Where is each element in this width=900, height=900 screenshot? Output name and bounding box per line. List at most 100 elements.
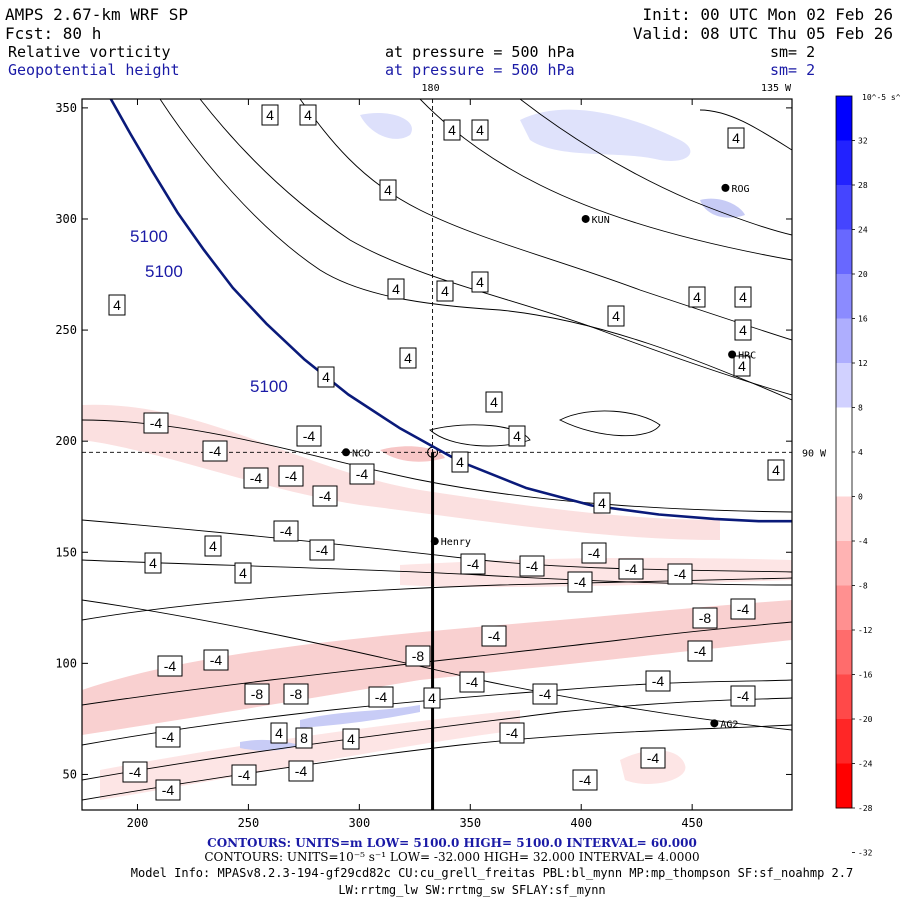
label-text: -4 [539, 686, 552, 702]
pos-vort-patch [520, 109, 691, 161]
label-box [423, 687, 441, 709]
label-text: -4 [694, 643, 707, 659]
label-box [202, 440, 228, 462]
vorticity-value-label: 4 [593, 492, 611, 514]
colorbar-swatch [836, 363, 852, 408]
label-box [499, 722, 525, 744]
label-text: 4 [209, 538, 217, 554]
model-info: Model Info: MPASv8.2.3-194-gf29cd82c CU:… [131, 866, 853, 880]
label-box [144, 552, 162, 574]
x-tick-label: 400 [570, 816, 592, 830]
label-text: -4 [209, 443, 222, 459]
station-marker [430, 537, 439, 546]
vorticity-value-label: -4 [122, 761, 148, 783]
field1-smooth: sm= 2 [770, 43, 815, 61]
label-text: -4 [737, 688, 750, 704]
vorticity-value-label: 4 [423, 687, 441, 709]
vort-contour-line [199, 99, 792, 396]
label-box [203, 649, 229, 671]
colorbar-label: -12 [858, 626, 873, 635]
vorticity-value-label: 4 [727, 127, 745, 149]
x-tick-label: 200 [127, 816, 149, 830]
label-box [270, 722, 288, 744]
label-box [692, 607, 718, 629]
label-box [640, 747, 666, 769]
label-box [734, 286, 752, 308]
label-box [532, 683, 558, 705]
label-box [278, 465, 304, 487]
label-text: -4 [162, 729, 175, 745]
station-kun: KUN [581, 214, 610, 226]
vorticity-value-label: -4 [278, 465, 304, 487]
label-text: -4 [162, 782, 175, 798]
vorticity-value-label: 4 [342, 728, 360, 750]
vorticity-value-label: 4 [485, 391, 503, 413]
height-contour: 5100 5100 5100 [109, 99, 792, 523]
colorbar-swatch [836, 496, 852, 542]
label-text: -8 [699, 610, 712, 626]
label-text: 4 [275, 725, 283, 741]
label-text: -4 [467, 556, 480, 572]
label-text: -8 [412, 648, 425, 664]
vorticity-value-label: 4 [734, 319, 752, 341]
label-box [122, 761, 148, 783]
label-text: 8 [300, 730, 308, 746]
label-text: 4 [113, 297, 121, 313]
label-box [349, 463, 375, 485]
colorbar-swatch [836, 140, 852, 186]
neg-vort-band [380, 446, 445, 462]
y-tick-label: 200 [55, 434, 77, 448]
label-text: -4 [488, 628, 501, 644]
station-label: KUN [592, 215, 610, 226]
vorticity-value-label: -4 [567, 571, 593, 593]
init-time: Init: 00 UTC Mon 02 Feb 26 [643, 5, 893, 24]
pos-vort-patch [300, 705, 420, 728]
label-text: -4 [250, 470, 263, 486]
label-text: -4 [150, 415, 163, 431]
label-text: -4 [652, 673, 665, 689]
height-5100-line [109, 99, 792, 523]
label-text: 4 [456, 454, 464, 470]
vorticity-value-label: -4 [618, 558, 644, 580]
label-box [309, 539, 335, 561]
label-box [471, 271, 489, 293]
station-nco: NCO [342, 448, 370, 459]
label-box [572, 769, 598, 791]
vorticity-value-label: 4 [399, 347, 417, 369]
label-box [273, 520, 299, 542]
vorticity-value-label: 4 [508, 425, 526, 447]
vorticity-value-label: -4 [640, 747, 666, 769]
label-text: -4 [466, 674, 479, 690]
colorbar-label: 12 [858, 359, 868, 368]
vorticity-value-label: -4 [202, 440, 228, 462]
forecast-hour: Fcst: 80 h [5, 24, 101, 43]
contours-height-info: CONTOURS: UNITS=m LOW= 5100.0 HIGH= 5100… [207, 836, 697, 850]
vorticity-value-label: -4 [231, 764, 257, 786]
label-text: -4 [506, 725, 519, 741]
colorbar-swatch [836, 719, 852, 764]
label-text: 4 [598, 495, 606, 511]
vorticity-value-label: 8 [295, 727, 313, 749]
colorbar-label: 8 [858, 404, 863, 413]
station-marker [710, 719, 719, 728]
vorticity-value-label: 4 [471, 119, 489, 141]
label-box [567, 571, 593, 593]
vort-contour-line [82, 419, 792, 513]
field2-name: Geopotential height [8, 61, 180, 79]
label-box [288, 760, 314, 782]
label-box [261, 104, 279, 126]
label-text: 4 [441, 283, 449, 299]
vorticity-value-label: -4 [155, 726, 181, 748]
label-text: 4 [490, 394, 498, 410]
label-text: 4 [347, 731, 355, 747]
label-text: 4 [476, 122, 484, 138]
label-box [459, 671, 485, 693]
label-text: -4 [316, 542, 329, 558]
station-marker [342, 448, 351, 457]
contours-vorticity-info: CONTOURS: UNITS=10⁻⁵ s⁻¹ LOW= -32.000 HI… [204, 850, 699, 864]
label-box [155, 726, 181, 748]
label-box [733, 355, 751, 377]
plot-frame [81, 98, 793, 811]
label-text: 4 [266, 107, 274, 123]
vort-contour-line [558, 410, 661, 437]
